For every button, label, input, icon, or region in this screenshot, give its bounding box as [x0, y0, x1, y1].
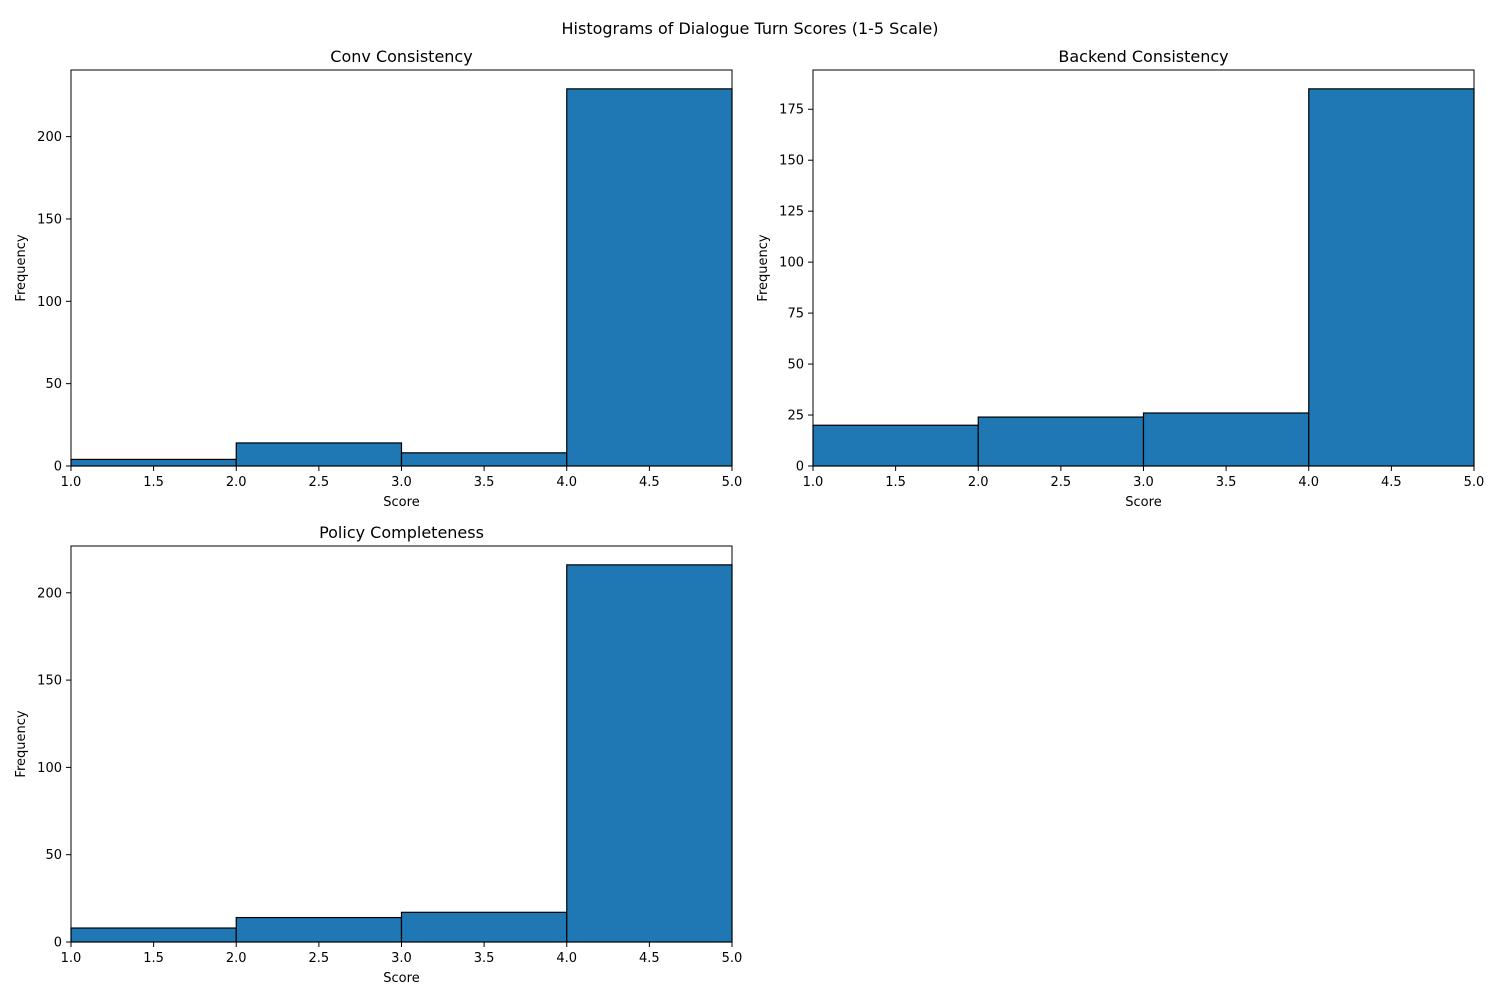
backend-consistency-x-tick-label: 1.5	[885, 475, 906, 490]
conv-consistency-x-tick-label: 3.5	[474, 475, 495, 490]
conv-consistency-x-tick-label: 3.0	[391, 475, 412, 490]
policy-completeness-x-tick-label: 4.0	[556, 951, 577, 966]
policy-completeness-x-tick-label: 3.0	[391, 951, 412, 966]
histogram-panel-policy-completeness: 1.0 1.5 2.0 2.5 3.0 3.5 4.0 4.5 5.0 0 50 100 150 200 P…	[14, 523, 742, 986]
conv-consistency-y-tick-label: 200	[37, 130, 62, 145]
policy-completeness-y-tick-label: 150	[37, 674, 62, 689]
conv-consistency-x-tick-label: 1.5	[143, 475, 164, 490]
conv-consistency-bar-3	[400, 452, 568, 467]
policy-completeness-title: Policy Completeness	[319, 523, 484, 542]
conv-consistency-bar-2	[235, 442, 403, 467]
histogram-panel-conv-consistency: 1.0 1.5 2.0 2.5 3.0 3.5 4.0 4.5 5.0 0 50 100 150 200 C…	[14, 47, 742, 510]
policy-completeness-bar-3	[400, 911, 568, 943]
policy-completeness-y-tick-label: 100	[37, 761, 62, 776]
policy-completeness-y-tick-label: 50	[45, 848, 62, 863]
policy-completeness-x-tick-label: 1.5	[143, 951, 164, 966]
policy-completeness-x-tick-label: 2.0	[226, 951, 247, 966]
conv-consistency-x-tick-label: 4.0	[556, 475, 577, 490]
backend-consistency-y-tick-label: 75	[787, 307, 804, 322]
histogram-panel-backend-consistency: 1.0 1.5 2.0 2.5 3.0 3.5 4.0 4.5 5.0 0 25 50 75 100 125…	[756, 47, 1484, 510]
figure-suptitle: Histograms of Dialogue Turn Scores (1-5 …	[562, 19, 939, 38]
backend-consistency-y-tick-label: 25	[787, 409, 804, 424]
backend-consistency-y-tick-label: 125	[779, 205, 804, 220]
conv-consistency-y-tick-label: 100	[37, 295, 62, 310]
backend-consistency-x-tick-label: 5.0	[1464, 475, 1485, 490]
backend-consistency-bar-1	[812, 424, 979, 467]
policy-completeness-bar-4	[566, 564, 733, 943]
policy-completeness-bar-1	[70, 927, 237, 943]
backend-consistency-bar-4	[1308, 88, 1475, 467]
policy-completeness-x-tick-label: 2.5	[309, 951, 330, 966]
policy-completeness-y-tick-label: 200	[37, 586, 62, 601]
policy-completeness-x-tick-label: 1.0	[61, 951, 82, 966]
backend-consistency-y-tick-label: 0	[796, 460, 804, 475]
conv-consistency-bar-1	[70, 458, 237, 467]
policy-completeness-bar-2	[235, 916, 403, 943]
backend-consistency-x-tick-label: 3.0	[1133, 475, 1154, 490]
conv-consistency-y-axis-label: Frequency	[14, 234, 29, 301]
backend-consistency-x-tick-label: 2.5	[1051, 475, 1072, 490]
policy-completeness-y-axis-label: Frequency	[14, 710, 29, 777]
conv-consistency-y-tick-label: 50	[45, 377, 62, 392]
conv-consistency-x-tick-label: 5.0	[722, 475, 743, 490]
backend-consistency-x-tick-label: 4.0	[1298, 475, 1319, 490]
backend-consistency-x-tick-label: 2.0	[968, 475, 989, 490]
conv-consistency-x-axis-label: Score	[383, 495, 419, 510]
conv-consistency-y-tick-label: 0	[54, 460, 62, 475]
conv-consistency-title: Conv Consistency	[330, 47, 472, 66]
policy-completeness-x-tick-label: 5.0	[722, 951, 743, 966]
policy-completeness-y-tick-label: 0	[54, 936, 62, 951]
backend-consistency-y-tick-label: 175	[779, 103, 804, 118]
policy-completeness-x-tick-label: 3.5	[474, 951, 495, 966]
backend-consistency-bar-3	[1142, 412, 1310, 467]
backend-consistency-y-axis-label: Frequency	[756, 234, 771, 301]
backend-consistency-x-axis-label: Score	[1125, 495, 1161, 510]
conv-consistency-x-tick-label: 2.0	[226, 475, 247, 490]
backend-consistency-x-tick-label: 3.5	[1216, 475, 1237, 490]
backend-consistency-title: Backend Consistency	[1058, 47, 1228, 66]
backend-consistency-y-tick-label: 50	[787, 358, 804, 373]
policy-completeness-x-axis-label: Score	[383, 971, 419, 986]
backend-consistency-x-tick-label: 4.5	[1381, 475, 1402, 490]
conv-consistency-y-tick-label: 150	[37, 212, 62, 227]
conv-consistency-x-tick-label: 2.5	[309, 475, 330, 490]
backend-consistency-y-tick-label: 100	[779, 256, 804, 271]
conv-consistency-bar-4	[566, 88, 733, 467]
conv-consistency-x-tick-label: 4.5	[639, 475, 660, 490]
conv-consistency-x-tick-label: 1.0	[61, 475, 82, 490]
policy-completeness-x-tick-label: 4.5	[639, 951, 660, 966]
backend-consistency-x-tick-label: 1.0	[803, 475, 824, 490]
backend-consistency-y-tick-label: 150	[779, 154, 804, 169]
backend-consistency-bar-2	[977, 416, 1145, 467]
